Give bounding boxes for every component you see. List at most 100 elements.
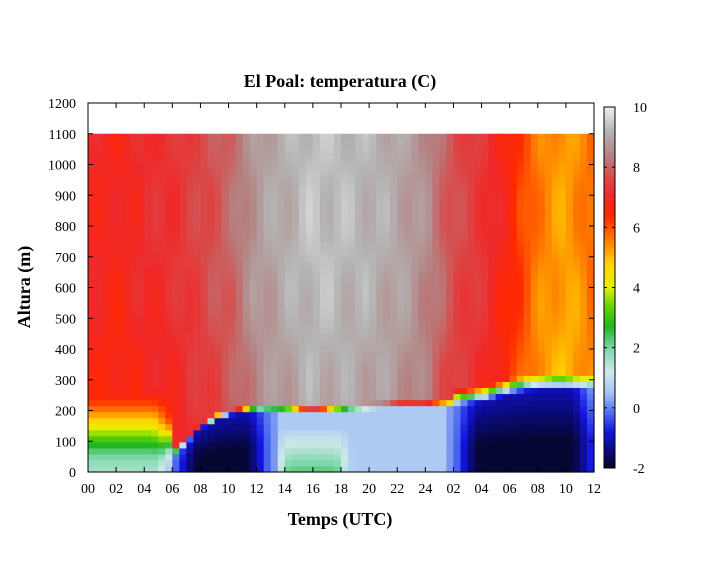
heatmap-cell (144, 188, 152, 195)
heatmap-cell (165, 417, 173, 425)
heatmap-cell (165, 339, 173, 346)
x-tick-label: 00 (81, 482, 95, 497)
heatmap-cell (256, 290, 265, 298)
heatmap-cell (411, 163, 419, 171)
heatmap-cell (298, 200, 307, 207)
heatmap-cell (572, 296, 581, 304)
heatmap-cell (579, 357, 588, 364)
heatmap-cell (305, 133, 314, 141)
heatmap-cell (383, 369, 391, 376)
heatmap-cell (523, 339, 532, 346)
heatmap-cell (355, 248, 363, 256)
heatmap-cell (516, 351, 525, 358)
heatmap-cell (144, 163, 152, 171)
heatmap-cell (467, 327, 476, 334)
heatmap-cell (116, 363, 124, 370)
heatmap-cell (474, 357, 483, 364)
heatmap-cell (509, 345, 518, 352)
heatmap-cell (530, 224, 539, 231)
heatmap-cell (242, 387, 251, 395)
heatmap-cell (249, 393, 258, 401)
heatmap-cell (298, 459, 307, 467)
heatmap-cell (186, 435, 195, 443)
heatmap-cell (467, 357, 476, 364)
heatmap-cell (242, 333, 251, 340)
heatmap-cell (390, 363, 398, 370)
heatmap-cell (474, 290, 483, 298)
heatmap-cell (467, 399, 476, 407)
heatmap-cell (221, 133, 230, 141)
heatmap-cell (123, 405, 131, 413)
heatmap-cell (228, 145, 237, 153)
heatmap-cell (228, 230, 237, 238)
heatmap-cell (488, 284, 497, 292)
heatmap-cell (572, 459, 581, 467)
heatmap-cell (509, 266, 518, 274)
heatmap-cell (544, 272, 553, 280)
heatmap-cell (221, 266, 230, 274)
heatmap-cell (551, 254, 560, 262)
heatmap-cell (200, 212, 209, 219)
heatmap-cell (88, 182, 96, 189)
heatmap-cell (242, 465, 251, 473)
heatmap-cell (193, 363, 202, 370)
heatmap-cell (509, 278, 518, 286)
y-tick-label: 800 (55, 220, 76, 235)
heatmap-cell (116, 145, 124, 153)
heatmap-cell (341, 248, 349, 256)
heatmap-cell (207, 417, 216, 425)
heatmap-cell (277, 435, 286, 443)
heatmap-cell (256, 465, 265, 473)
heatmap-cell (348, 290, 356, 298)
heatmap-cell (376, 447, 384, 455)
x-tick-label: 10 (559, 482, 573, 497)
heatmap-cell (481, 260, 490, 268)
heatmap-cell (277, 417, 286, 425)
heatmap-cell (88, 248, 96, 256)
heatmap-cell (179, 327, 187, 334)
heatmap-cell (172, 248, 180, 256)
heatmap-cell (565, 145, 574, 153)
heatmap-cell (256, 333, 265, 340)
heatmap-cell (579, 290, 588, 298)
heatmap-cell (411, 157, 419, 165)
heatmap-cell (411, 399, 419, 407)
heatmap-cell (88, 284, 96, 292)
heatmap-cell (341, 351, 349, 358)
heatmap-cell (298, 453, 307, 461)
heatmap-cell (326, 272, 335, 280)
heatmap-cell (586, 260, 595, 268)
heatmap-cell (572, 133, 581, 141)
heatmap-cell (495, 453, 504, 461)
heatmap-cell (509, 145, 518, 153)
heatmap-cell (137, 224, 145, 231)
heatmap-cell (362, 182, 370, 189)
heatmap-cell (530, 333, 539, 340)
heatmap-cell (460, 314, 469, 322)
heatmap-cell (305, 254, 314, 262)
heatmap-cell (312, 339, 321, 346)
heatmap-cell (418, 133, 426, 141)
heatmap-cell (341, 218, 349, 225)
heatmap-cell (158, 375, 166, 382)
heatmap-cell (348, 278, 356, 286)
heatmap-cell (495, 417, 504, 425)
heatmap-cell (355, 333, 363, 340)
heatmap-cell (179, 417, 187, 425)
y-tick-label: 500 (55, 312, 76, 327)
heatmap-cell (249, 339, 258, 346)
heatmap-cell (488, 139, 497, 147)
heatmap-cell (123, 411, 131, 419)
heatmap-cell (228, 260, 237, 268)
heatmap-cell (341, 212, 349, 219)
heatmap-cell (319, 206, 328, 213)
heatmap-cell (376, 176, 384, 183)
heatmap-cell (432, 327, 440, 334)
heatmap-cell (376, 163, 384, 171)
heatmap-cell (200, 345, 209, 352)
heatmap-cell (341, 308, 349, 316)
heatmap-cell (256, 423, 265, 431)
heatmap-cell (172, 417, 180, 425)
heatmap-cell (200, 453, 209, 461)
heatmap-cell (102, 314, 110, 322)
